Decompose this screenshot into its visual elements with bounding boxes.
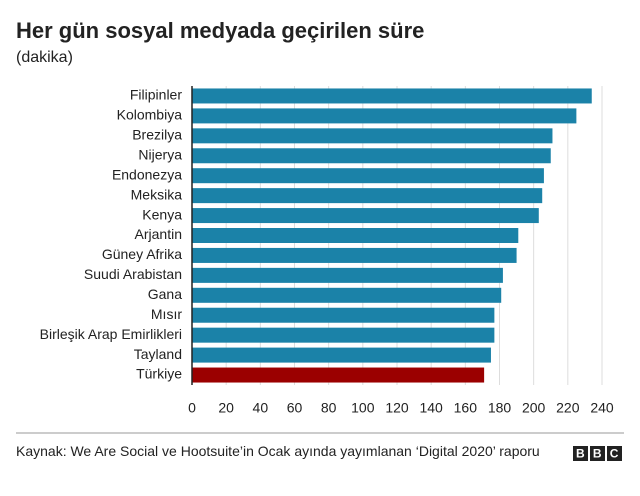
bar [192,228,519,243]
x-tick-label: 240 [590,400,614,416]
bar [192,247,517,263]
bar [192,168,544,184]
bar [192,367,485,383]
bar [192,287,502,303]
x-tick-label: 140 [419,400,443,416]
bar [192,208,539,224]
x-tick-label: 120 [385,400,409,416]
x-tick-label: 160 [454,400,478,416]
y-tick-label: Kolombiya [117,107,183,123]
bar [192,327,495,343]
x-tick-label: 80 [321,400,337,416]
source-note: Kaynak: We Are Social ve Hootsuite’in Oc… [16,443,540,459]
x-tick-label: 60 [287,400,303,416]
y-tick-label: Suudi Arabistan [84,266,182,282]
x-tick-label: 200 [522,400,546,416]
x-tick-label: 100 [351,400,375,416]
y-tick-label: Gana [148,286,182,302]
y-tick-label: Endonezya [112,166,182,182]
y-tick-label: Mısır [151,306,182,322]
x-tick-label: 220 [556,400,580,416]
y-tick-label: Güney Afrika [102,246,182,262]
x-tick-label: 0 [188,400,196,416]
bar [192,347,491,363]
chart-subtitle: (dakika) [16,49,73,66]
y-tick-label: Brezilya [132,127,182,143]
bar [192,267,503,283]
y-tick-label: Türkiye [136,366,182,382]
bar [192,108,577,124]
bar [192,128,553,144]
y-tick-label: Tayland [134,346,182,362]
logo-box [607,446,622,461]
x-tick-label: 40 [253,400,269,416]
bar [192,148,551,164]
chart-title: Her gün sosyal medyada geçirilen süre [16,18,424,43]
bar [192,88,592,104]
logo-box [590,446,605,461]
bar [192,307,495,323]
y-tick-label: Filipinler [130,87,182,103]
logo-box [573,446,588,461]
y-tick-label: Meksika [131,186,183,202]
y-tick-label: Arjantin [135,226,182,242]
y-tick-label: Birleşik Arap Emirlikleri [40,326,182,342]
y-tick-label: Nijerya [138,146,182,162]
y-tick-label: Kenya [142,206,182,222]
x-tick-label: 180 [488,400,512,416]
logo: BBC [576,447,627,461]
bar [192,188,543,204]
x-tick-label: 20 [218,400,234,416]
